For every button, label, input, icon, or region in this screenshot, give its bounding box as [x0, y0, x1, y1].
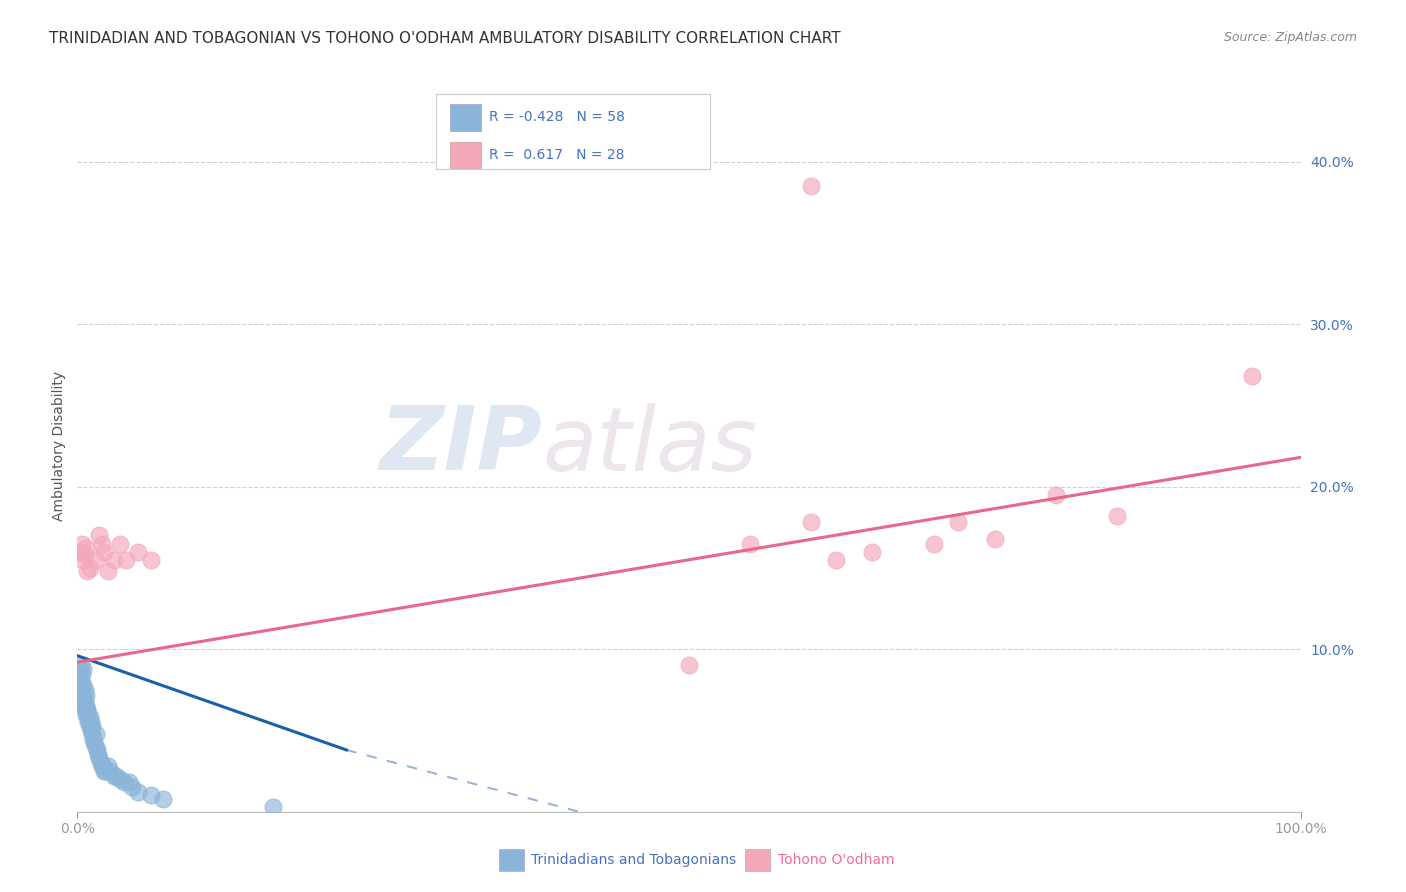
Point	[118, 775, 141, 789]
Point	[105, 769, 128, 783]
Point	[80, 718, 103, 732]
Point	[79, 720, 101, 734]
Point	[70, 536, 93, 550]
Point	[79, 710, 101, 724]
Point	[82, 731, 104, 746]
Point	[946, 516, 969, 530]
Point	[73, 548, 96, 562]
Point	[70, 666, 93, 681]
Point	[75, 707, 97, 722]
Point	[108, 536, 131, 550]
Point	[67, 674, 90, 689]
Point	[1107, 508, 1129, 523]
Point	[97, 564, 120, 578]
Point	[70, 544, 93, 558]
Point	[69, 662, 91, 676]
Text: atlas: atlas	[543, 403, 756, 489]
Point	[127, 544, 149, 558]
Point	[91, 759, 114, 773]
Point	[73, 682, 96, 697]
Point	[84, 739, 107, 754]
Point	[79, 561, 101, 575]
Point	[678, 658, 700, 673]
Text: R =  0.617   N = 28: R = 0.617 N = 28	[489, 148, 624, 162]
Point	[80, 727, 103, 741]
Point	[89, 751, 111, 765]
Point	[70, 682, 93, 697]
Point	[70, 694, 93, 708]
Point	[72, 662, 94, 676]
Point	[80, 715, 103, 730]
Point	[94, 764, 117, 778]
Point	[1045, 488, 1067, 502]
Point	[90, 756, 112, 770]
Point	[70, 690, 93, 705]
Point	[86, 743, 108, 757]
Point	[97, 759, 120, 773]
Point	[103, 553, 125, 567]
Point	[73, 702, 96, 716]
Point	[112, 775, 135, 789]
Point	[93, 764, 115, 778]
Point	[862, 544, 884, 558]
Point	[84, 553, 107, 567]
Point	[72, 678, 94, 692]
Point	[800, 516, 823, 530]
Point	[75, 688, 97, 702]
Point	[70, 674, 93, 689]
Point	[70, 658, 93, 673]
Text: Source: ZipAtlas.com: Source: ZipAtlas.com	[1223, 31, 1357, 45]
Point	[76, 564, 98, 578]
Point	[83, 736, 105, 750]
Point	[800, 178, 823, 193]
Y-axis label: Ambulatory Disability: Ambulatory Disability	[52, 371, 66, 521]
Point	[93, 544, 115, 558]
Point	[76, 710, 98, 724]
Point	[90, 759, 112, 773]
Point	[262, 800, 284, 814]
Point	[76, 702, 98, 716]
Point	[72, 699, 94, 714]
Point	[72, 553, 94, 567]
Text: Trinidadians and Tobagonians: Trinidadians and Tobagonians	[531, 853, 737, 867]
Point	[69, 678, 91, 692]
Point	[98, 764, 121, 778]
Text: ZIP: ZIP	[380, 402, 543, 490]
Point	[73, 694, 96, 708]
Point	[89, 528, 111, 542]
Point	[70, 686, 93, 700]
Point	[90, 536, 112, 550]
Point	[139, 789, 162, 803]
Point	[115, 553, 138, 567]
Point	[75, 699, 97, 714]
Point	[139, 553, 162, 567]
Point	[72, 690, 94, 705]
Point	[922, 536, 945, 550]
Point	[984, 532, 1007, 546]
Point	[127, 785, 149, 799]
Point	[740, 536, 762, 550]
Point	[67, 666, 90, 681]
Point	[75, 541, 97, 556]
Point	[69, 688, 91, 702]
Text: Tohono O'odham: Tohono O'odham	[778, 853, 894, 867]
Point	[108, 772, 131, 787]
Point	[152, 791, 174, 805]
Point	[80, 723, 103, 738]
Point	[824, 553, 846, 567]
Point	[84, 727, 107, 741]
Point	[87, 747, 110, 762]
Point	[69, 672, 91, 686]
Text: TRINIDADIAN AND TOBAGONIAN VS TOHONO O'ODHAM AMBULATORY DISABILITY CORRELATION C: TRINIDADIAN AND TOBAGONIAN VS TOHONO O'O…	[49, 31, 841, 46]
Point	[121, 780, 143, 795]
Point	[103, 769, 125, 783]
Point	[77, 715, 100, 730]
Point	[1240, 369, 1263, 384]
Text: R = -0.428   N = 58: R = -0.428 N = 58	[489, 111, 626, 124]
Point	[77, 707, 100, 722]
Point	[67, 682, 90, 697]
